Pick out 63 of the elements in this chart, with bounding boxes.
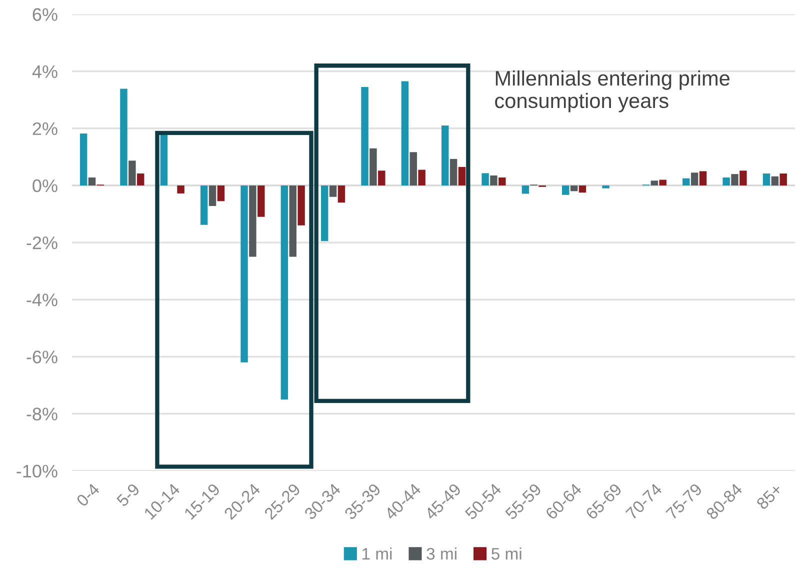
legend-label: 3 mi [426, 547, 456, 560]
bar [410, 152, 417, 186]
bar [378, 170, 386, 186]
bar [570, 185, 578, 192]
bar [240, 185, 248, 362]
bar [338, 185, 346, 203]
bar [249, 185, 256, 257]
bar [490, 175, 498, 186]
bar [450, 158, 458, 186]
y-tick-label: 2% [32, 122, 58, 136]
bar [659, 180, 666, 186]
bar [650, 180, 658, 186]
bar [401, 81, 409, 186]
y-tick-label: 0% [32, 179, 58, 192]
bar [682, 178, 690, 186]
bar [320, 185, 328, 242]
legend-label: 5 mi [492, 547, 522, 560]
legend-label: 1 mi [362, 547, 392, 560]
bar [498, 177, 506, 186]
bar [578, 185, 586, 193]
bar [258, 185, 265, 217]
y-tick-label: 6% [32, 8, 58, 21]
annotation: Millennials entering prime consumption years [495, 70, 730, 112]
bar [160, 134, 168, 186]
y-tick-label: -8% [26, 408, 58, 420]
bar [120, 88, 128, 186]
bar [602, 185, 610, 188]
bar [289, 185, 296, 257]
y-tick-label: -2% [26, 236, 58, 250]
y-tick-label: -10% [16, 464, 58, 478]
bar [441, 126, 449, 186]
y-tick-label: 4% [32, 65, 58, 78]
bar [128, 160, 136, 186]
bar [722, 177, 730, 186]
bar [361, 87, 368, 186]
bar [329, 185, 337, 197]
bar [208, 185, 216, 206]
bar [200, 185, 208, 225]
bar [88, 177, 96, 186]
bar [80, 134, 88, 186]
bar [780, 173, 787, 186]
y-tick-label: -4% [26, 294, 58, 306]
y-tick-label: -6% [26, 350, 58, 364]
x-tick-label: 5-9 [116, 482, 140, 508]
bar [562, 185, 570, 195]
bar [740, 170, 747, 186]
bar [136, 173, 144, 186]
bar [762, 173, 770, 186]
bar [217, 185, 225, 202]
bar [771, 176, 779, 186]
x-tick-label: 85+ [756, 482, 783, 510]
bar [177, 185, 184, 194]
x-tick-label: 0-4 [76, 482, 100, 508]
bar [699, 171, 707, 186]
bar [280, 185, 288, 400]
bar [690, 172, 698, 186]
bar [298, 185, 305, 226]
bar [418, 170, 426, 186]
bar [370, 148, 377, 186]
bar [522, 185, 530, 194]
bar [482, 173, 489, 186]
bar [731, 174, 738, 186]
bar [458, 166, 466, 186]
